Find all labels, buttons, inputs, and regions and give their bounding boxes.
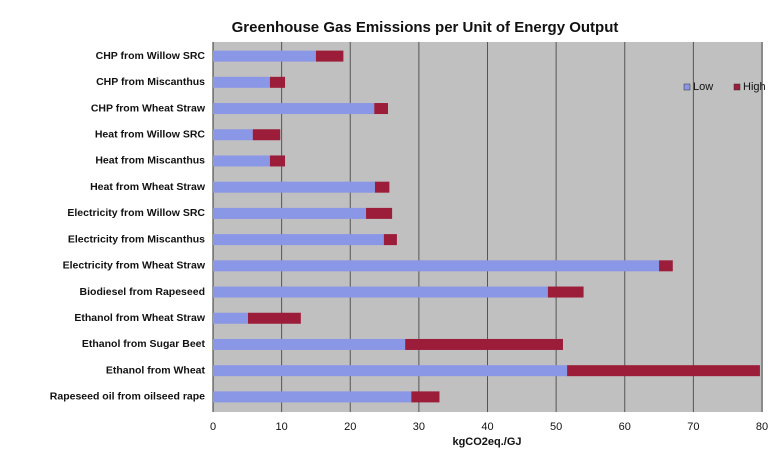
bar-segment: [213, 103, 375, 115]
category-label: Ethanol from Wheat Straw: [74, 312, 206, 324]
bar-segment: [213, 365, 568, 377]
legend-swatch: [683, 83, 691, 91]
bar-segment: [213, 155, 270, 167]
category-label: Ethanol from Wheat: [106, 364, 206, 376]
legend-label: Low: [693, 81, 713, 93]
bar-segment: [405, 338, 563, 350]
bar-segment: [567, 365, 760, 377]
bar-segment: [213, 391, 412, 403]
bar-segment: [213, 338, 406, 350]
category-label: Ethanol from Sugar Beet: [82, 338, 206, 350]
bar-segment: [252, 129, 281, 141]
category-label: Heat from Wheat Straw: [90, 181, 206, 193]
bar-segment: [213, 260, 660, 272]
bar-segment: [315, 50, 344, 62]
x-tick-label: 10: [276, 421, 288, 433]
x-tick-label: 30: [413, 421, 425, 433]
bar-segment: [659, 260, 673, 272]
bar-segment: [269, 155, 286, 167]
bar-segment: [213, 76, 270, 88]
x-tick-label: 80: [756, 421, 768, 433]
category-label: Electricity from Miscanthus: [68, 233, 205, 245]
category-label: CHP from Wheat Straw: [91, 102, 206, 114]
bar-segment: [374, 181, 390, 193]
category-label: Rapeseed oil from oilseed rape: [50, 391, 205, 403]
bar-segment: [383, 234, 397, 246]
x-axis-label: kgCO2eq./GJ: [452, 436, 521, 448]
x-tick-label: 70: [687, 421, 699, 433]
bar-segment: [213, 234, 384, 246]
bar-segment: [366, 207, 393, 219]
bar-segment: [213, 50, 316, 62]
bar-segment: [213, 312, 248, 324]
bar-segment: [374, 103, 388, 115]
x-tick-label: 40: [481, 421, 493, 433]
bar-segment: [411, 391, 440, 403]
bar-segment: [213, 181, 375, 193]
category-label: CHP from Willow SRC: [96, 50, 206, 62]
category-label: CHP from Miscanthus: [96, 76, 205, 88]
x-tick-label: 0: [210, 421, 216, 433]
category-label: Heat from Miscanthus: [95, 155, 205, 167]
bar-segment: [213, 207, 367, 219]
bar-segment: [213, 286, 548, 298]
category-label: Electricity from Wheat Straw: [63, 260, 206, 272]
x-tick-label: 60: [619, 421, 631, 433]
bar-segment: [547, 286, 584, 298]
category-label: Biodiesel from Rapeseed: [80, 286, 205, 298]
bar-segment: [213, 129, 253, 141]
category-label: Heat from Willow SRC: [95, 129, 206, 141]
category-label: Electricity from Willow SRC: [67, 207, 205, 219]
chart-title: Greenhouse Gas Emissions per Unit of Ene…: [232, 19, 619, 36]
bar-segment: [269, 76, 286, 88]
x-tick-label: 20: [344, 421, 356, 433]
legend-swatch: [733, 83, 741, 91]
bar-segment: [247, 312, 301, 324]
x-tick-label: 50: [550, 421, 562, 433]
legend-label: High: [743, 81, 766, 93]
